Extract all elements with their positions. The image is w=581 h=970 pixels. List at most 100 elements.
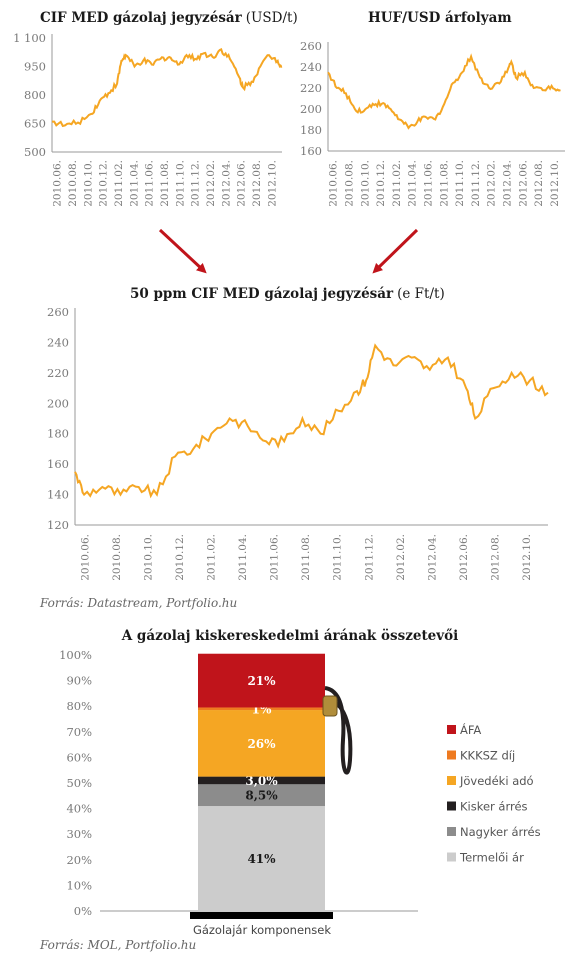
legend-swatch [447, 801, 456, 811]
bar-segment-label: 26% [247, 737, 276, 751]
x-tick-label: 2011.10. [454, 160, 466, 207]
y-tick-label: 160 [300, 144, 322, 158]
x-tick-label: 2011.10. [332, 534, 344, 581]
stack-xlabel: Gázolajár komponensek [193, 923, 331, 937]
x-tick-label: 2011.08. [159, 160, 171, 207]
x-tick-label: 2012.02. [486, 160, 498, 207]
x-tick-label: 2011.04. [128, 160, 140, 207]
y-tick-label: 180 [300, 123, 322, 137]
stack-title: A gázolaj kiskereskedelmi árának összete… [121, 628, 459, 644]
stack-axes: 100% 90% 80% 70% 60% 50% 40% 30% 20% 10% 0% [59, 648, 418, 918]
y-tick-label: 650 [24, 117, 46, 131]
fuel-hose [322, 686, 353, 775]
x-tick-label: 2012.08. [489, 534, 501, 581]
legend-label: Jövedéki adó [459, 774, 534, 788]
y-tick-label: 240 [300, 60, 322, 74]
bar-segment-nagyker-rr-s [198, 784, 325, 807]
chart-cif: CIF MED gázolaj jegyzésár (USD/t) 1 100 95… [13, 10, 298, 207]
x-tick-label: 2011.06. [144, 160, 156, 207]
bar-segment-kkksz-d-j [198, 707, 325, 711]
legend-swatch [447, 827, 456, 836]
y-tick-label: 100% [59, 648, 92, 662]
y-tick-label: 140 [47, 488, 69, 502]
x-tick-label: 2011.06. [269, 534, 281, 581]
x-tick-label: 2011.08. [438, 160, 450, 207]
cif-series-line [52, 48, 283, 128]
y-tick-label: 200 [47, 396, 69, 410]
y-tick-label: 1 100 [13, 31, 46, 45]
huf-series-line [327, 53, 561, 130]
arrow-right [372, 228, 419, 274]
legend-label: KKKSZ díj [460, 749, 515, 763]
y-tick-label: 90% [66, 674, 92, 688]
x-tick-label: 2011.04. [407, 160, 419, 207]
chart-stack: A gázolaj kiskereskedelmi árának összete… [59, 628, 540, 937]
x-tick-label: 2012.06. [517, 160, 529, 207]
x-tick-label: 2011.02. [113, 160, 125, 207]
x-tick-label: 2011.04. [237, 534, 249, 581]
x-tick-label: 2012.06. [236, 160, 248, 207]
arrow-left [158, 228, 207, 274]
x-tick-label: 2010.12. [174, 534, 186, 581]
x-tick-label: 2010.08. [111, 534, 123, 581]
source-bottom: Forrás: MOL, Portfolio.hu [39, 938, 196, 952]
x-tick-label: 2011.12. [190, 160, 202, 207]
y-tick-label: 60% [66, 750, 92, 764]
cif-title: CIF MED gázolaj jegyzésár (USD/t) [40, 10, 298, 26]
stack-legend: ÁFA KKKSZ díj Jövedéki adó Kisker árrés Nagy… [447, 722, 541, 865]
y-tick-label: 500 [24, 145, 46, 159]
x-tick-label: 2011.12. [470, 160, 482, 207]
y-tick-label: 0% [74, 904, 92, 918]
x-tick-label: 2011.06. [423, 160, 435, 207]
ft-series-line [74, 343, 549, 499]
x-tick-label: 2011.10. [174, 160, 186, 207]
ft-axes: 260 240 220 200 180 160 140 120 2010.06. 2010.08.… [47, 305, 548, 581]
y-tick-label: 220 [300, 81, 322, 95]
legend-label: Nagyker árrés [460, 825, 541, 839]
x-tick-label: 2010.12. [375, 160, 387, 207]
x-tick-label: 2011.12. [363, 534, 375, 581]
legend-label: Termelői ár [459, 851, 524, 865]
bar-segment-label: 41% [247, 852, 276, 866]
y-tick-label: 260 [300, 39, 322, 53]
y-tick-label: 70% [66, 725, 92, 739]
y-tick-label: 80% [66, 699, 92, 713]
x-tick-label: 2011.08. [300, 534, 312, 581]
y-tick-label: 180 [47, 427, 69, 441]
bar-segment-termel-i-r [198, 806, 325, 911]
legend-swatch [447, 725, 456, 734]
legend-label: ÁFA [460, 722, 481, 737]
y-tick-label: 20% [66, 853, 92, 867]
x-tick-label: 2012.02. [395, 534, 407, 581]
legend-swatch [447, 750, 456, 760]
x-tick-label: 2012.08. [533, 160, 545, 207]
legend-label: Kisker árrés [460, 800, 528, 814]
x-tick-label: 2012.04. [426, 534, 438, 581]
stack-bars: 41%8,5%3,0%26%1%21% [198, 653, 325, 911]
y-tick-label: 240 [47, 335, 69, 349]
bar-segment-label: 3,0% [245, 774, 278, 788]
y-tick-label: 30% [66, 827, 92, 841]
x-tick-label: 2011.02. [206, 534, 218, 581]
x-tick-label: 2012.10. [549, 160, 561, 207]
y-tick-label: 10% [66, 878, 92, 892]
y-tick-label: 120 [47, 518, 69, 532]
x-tick-label: 2012.08. [251, 160, 263, 207]
x-tick-label: 2012.10. [521, 534, 533, 581]
x-tick-label: 2010.08. [67, 160, 79, 207]
bar-segment-label: 8,5% [245, 789, 278, 803]
y-tick-label: 950 [24, 60, 46, 74]
y-tick-label: 800 [24, 88, 46, 102]
bar-segment-kisker-rr-s [198, 776, 325, 785]
pump-base [190, 912, 333, 919]
y-tick-label: 160 [47, 457, 69, 471]
x-tick-label: 2010.10. [359, 160, 371, 207]
bar-segment--fa [198, 653, 325, 708]
huf-title: HUF/USD árfolyam [368, 10, 512, 26]
x-tick-label: 2010.06. [328, 160, 340, 207]
cif-axes: 1 100 950 800 650 500 2010.06. 2010.08. 2010.10… [13, 31, 282, 207]
x-tick-label: 2010.10. [143, 534, 155, 581]
chart-huf: HUF/USD árfolyam 260 240 220 200 180 160 2010.… [300, 10, 565, 207]
y-tick-label: 220 [47, 366, 69, 380]
